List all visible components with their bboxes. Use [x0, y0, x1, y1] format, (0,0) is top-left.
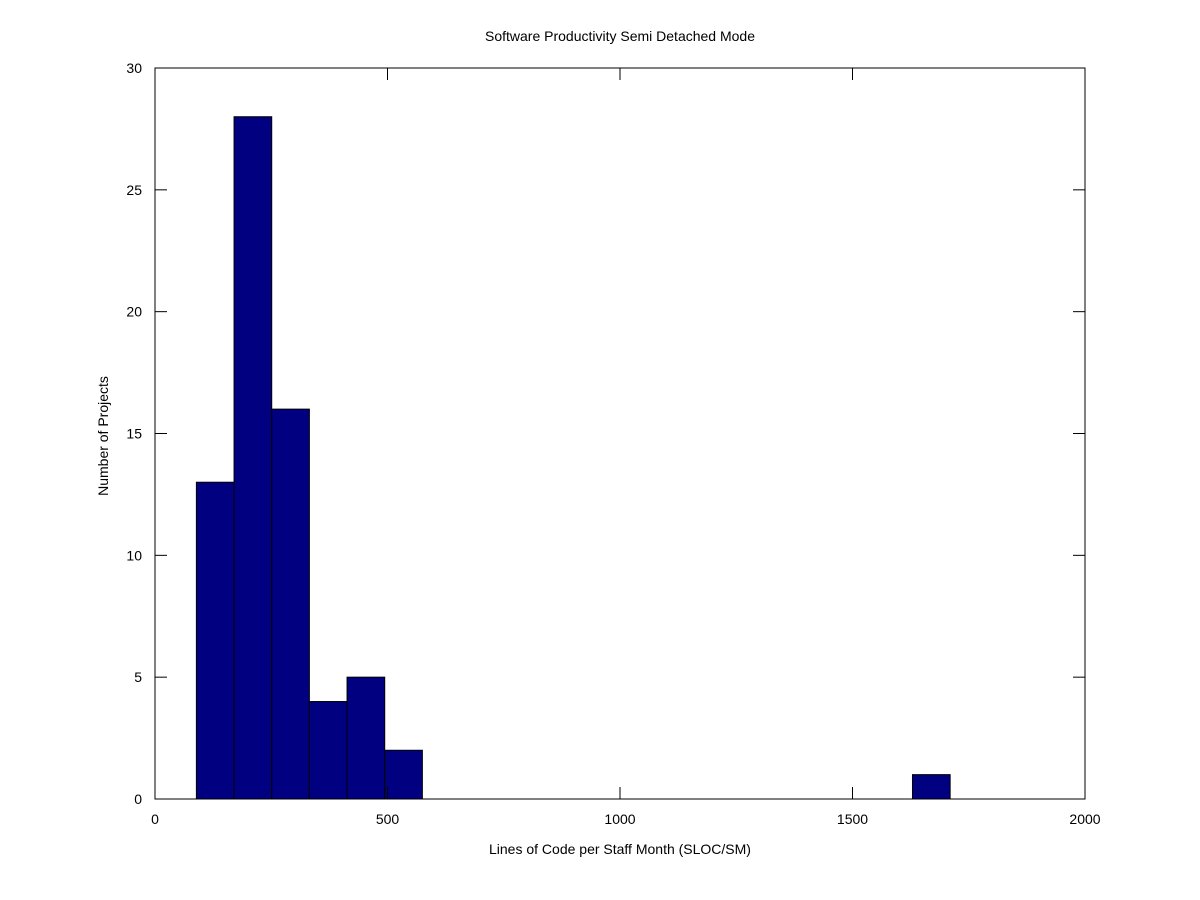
histogram-bar-0 [195, 481, 235, 800]
y-tick-label-0: 0 [134, 791, 142, 807]
y-tick-label-10: 10 [126, 547, 142, 563]
histogram-bar-4 [346, 676, 386, 800]
bars-group [195, 116, 951, 800]
y-tick-label-30: 30 [126, 60, 142, 76]
x-tick-label-2000: 2000 [1069, 811, 1100, 827]
histogram-bar-3 [308, 701, 348, 800]
histogram-bar-5 [384, 749, 423, 800]
x-tick-label-500: 500 [376, 811, 400, 827]
histogram-bar-1 [233, 116, 273, 800]
y-tick-label-5: 5 [134, 669, 142, 685]
ticks-group: 0 500 1000 1500 2000 0 5 10 15 20 25 30 [126, 60, 1100, 827]
y-tick-label-20: 20 [126, 304, 142, 320]
x-tick-label-1000: 1000 [604, 811, 635, 827]
y-tick-label-25: 25 [126, 182, 142, 198]
chart-title: Software Productivity Semi Detached Mode [485, 28, 755, 44]
x-axis-label: Lines of Code per Staff Month (SLOC/SM) [489, 841, 751, 857]
x-tick-label-1500: 1500 [837, 811, 868, 827]
histogram-bar-6 [911, 774, 951, 800]
y-axis-label: Number of Projects [95, 376, 111, 496]
histogram-bar-2 [271, 408, 310, 800]
x-tick-label-0: 0 [151, 811, 159, 827]
y-tick-label-15: 15 [126, 426, 142, 442]
